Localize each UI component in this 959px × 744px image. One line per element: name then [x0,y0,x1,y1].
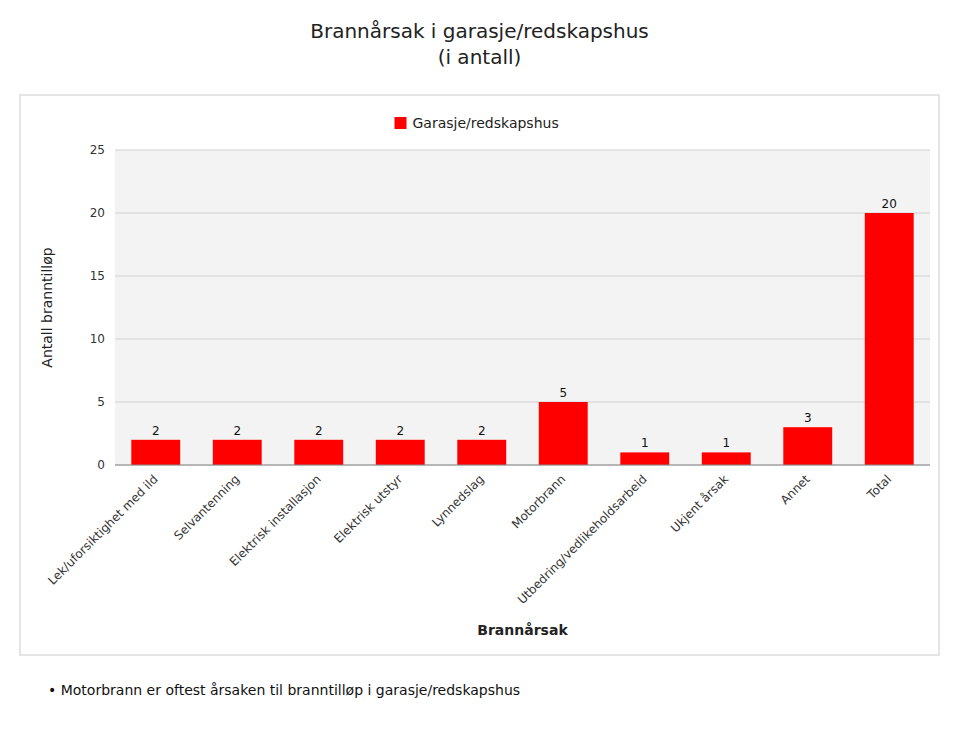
bar [539,402,588,465]
x-tick-label: Motorbrann [509,472,568,531]
y-grid [115,150,930,465]
bar [131,440,180,465]
y-tick-label: 5 [97,395,105,409]
y-tick-label: 10 [90,332,105,346]
chart: Brannårsak i garasje/redskapshus(i antal… [0,0,959,744]
legend-label: Garasje/redskapshus [413,115,559,131]
bars [131,213,913,465]
grid-line [115,276,930,277]
y-axis-label: Antall branntilløp [39,247,55,367]
bar [620,452,669,465]
y-tick-label: 25 [90,143,105,157]
y-tick-label: 20 [90,206,105,220]
bar [376,440,425,465]
y-axis: 0 5 10 15 20 25 [90,143,105,472]
data-labels: 2 2 2 2 2 5 1 1 3 20 [152,197,897,450]
grid-line [115,465,930,466]
x-tick-label: Elektrisk installasjon [227,472,324,569]
bar [783,427,832,465]
data-label: 2 [233,424,241,438]
grid-line [115,213,930,214]
y-tick-label: 0 [97,458,105,472]
x-tick-label: Ukjent årsak [668,472,731,535]
legend: Garasje/redskapshus [395,115,559,131]
data-label: 20 [882,197,897,211]
legend-swatch [395,117,407,129]
data-label: 2 [478,424,486,438]
x-tick-label: Selvantenning [171,472,242,543]
x-tick-label: Total [864,472,894,502]
data-label: 5 [559,386,567,400]
data-label: 1 [722,436,730,450]
chart-frame [20,95,939,655]
annotation: • Motorbrann er oftest årsaken til brann… [48,682,520,698]
bar [702,452,751,465]
x-tick-label: Lek/uforsiktighet med ild [45,472,161,588]
x-tick-label: Elektrisk utstyr [331,472,405,546]
x-tick-label: Utbedring/vedlikeholdsarbeid [515,472,650,607]
title-line: Brannårsak i garasje/redskapshus [310,19,649,43]
title-line: (i antall) [438,45,522,69]
grid-line [115,150,930,151]
data-label: 1 [641,436,649,450]
title: Brannårsak i garasje/redskapshus(i antal… [310,19,649,69]
bar [457,440,506,465]
data-label: 2 [396,424,404,438]
bar [213,440,262,465]
bar [865,213,914,465]
bar [294,440,343,465]
data-label: 3 [804,411,812,425]
grid-line [115,402,930,403]
x-axis: Lek/uforsiktighet med ildSelvantenningEl… [45,472,894,607]
y-tick-label: 15 [90,269,105,283]
data-label: 2 [152,424,160,438]
x-axis-label: Brannårsak [477,622,568,638]
x-tick-label: Lynnedslag [429,472,487,530]
data-label: 2 [315,424,323,438]
x-tick-label: Annet [778,472,813,507]
plot-background [115,150,930,465]
x-axis-line [115,465,930,466]
grid-line [115,339,930,340]
